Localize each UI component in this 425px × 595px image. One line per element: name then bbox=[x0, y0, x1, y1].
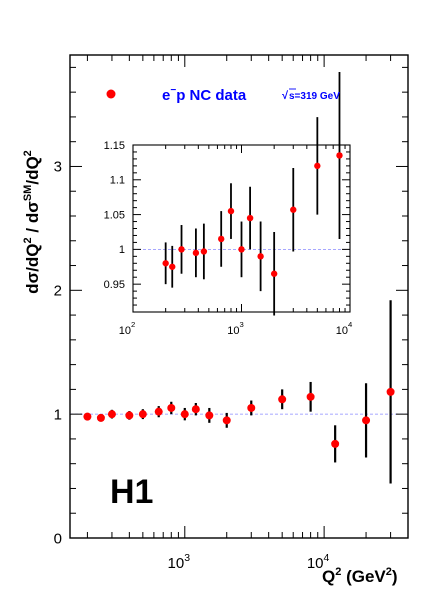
inset-data-point bbox=[290, 206, 297, 213]
inset-data-point bbox=[192, 249, 200, 257]
y-axis-label: dσ/dQ2 / dσSM/dQ2 bbox=[22, 150, 42, 294]
legend-label: e−p NC data bbox=[162, 85, 247, 104]
main-data-point bbox=[83, 412, 92, 421]
main-data-point bbox=[247, 403, 256, 412]
sqrt-symbol: √ bbox=[282, 90, 289, 102]
main-data-point bbox=[125, 411, 134, 420]
main-data-point bbox=[386, 387, 395, 396]
inset-data-point bbox=[178, 246, 185, 253]
main-data-point bbox=[205, 411, 214, 420]
inset-data-point bbox=[218, 235, 225, 243]
inset-data-point bbox=[336, 152, 343, 159]
main-data-point bbox=[278, 395, 287, 404]
inset-data-point bbox=[200, 248, 208, 255]
main-data-point bbox=[362, 416, 371, 425]
main-data-point bbox=[96, 413, 105, 422]
legend-energy-label: s=319 GeV bbox=[289, 91, 340, 102]
inset-y-tick-label: 1.1 bbox=[110, 175, 125, 187]
main-data-point bbox=[331, 439, 340, 448]
main-y-tick-label: 1 bbox=[54, 406, 62, 423]
inset-y-tick-label: 1.05 bbox=[104, 209, 125, 221]
legend: e−p NC data √ s=319 GeV bbox=[106, 85, 340, 104]
main-data-point bbox=[107, 410, 116, 419]
inset-y-tick-label: 1.15 bbox=[104, 140, 125, 152]
inset-data-point bbox=[314, 162, 321, 170]
main-data-point bbox=[306, 392, 315, 401]
inset-x-tick-label: 103 bbox=[227, 320, 244, 337]
inset-data-point bbox=[227, 207, 235, 215]
inset-plot: 102 103 104 0.95 1 1.05 1.1 1.15 bbox=[104, 71, 353, 337]
main-x-tick-label: 103 bbox=[168, 552, 191, 572]
main-data-point bbox=[154, 407, 163, 416]
main-data-point bbox=[191, 405, 200, 414]
inset-y-tick-label: 1 bbox=[119, 244, 125, 256]
main-data-point bbox=[180, 410, 189, 419]
main-y-tick-label: 0 bbox=[54, 530, 62, 547]
x-axis-label: Q2 (GeV2) bbox=[322, 566, 398, 586]
inset-data-point bbox=[270, 270, 278, 277]
main-data-point bbox=[167, 403, 176, 412]
inset-data-point bbox=[169, 263, 176, 270]
inset-y-tick-label: 0.95 bbox=[104, 279, 125, 291]
inset-x-tick-label: 102 bbox=[119, 320, 136, 337]
inset-data-point bbox=[238, 246, 245, 253]
main-x-tick-label: 104 bbox=[307, 552, 330, 572]
legend-energy: √ s=319 GeV bbox=[282, 88, 340, 102]
main-plot: 103 104 0 1 2 3 bbox=[54, 54, 409, 572]
main-frame bbox=[69, 54, 409, 539]
inset-data-point bbox=[162, 260, 169, 267]
experiment-label: H1 bbox=[110, 473, 153, 511]
main-y-tick-label: 2 bbox=[54, 283, 62, 300]
main-data-point bbox=[222, 416, 231, 425]
inset-x-tick-label: 104 bbox=[336, 320, 353, 337]
legend-marker bbox=[106, 89, 116, 99]
inset-data-point bbox=[246, 214, 254, 222]
main-data-point bbox=[138, 410, 147, 419]
inset-data-point bbox=[257, 253, 264, 260]
main-y-tick-label: 3 bbox=[54, 159, 62, 176]
